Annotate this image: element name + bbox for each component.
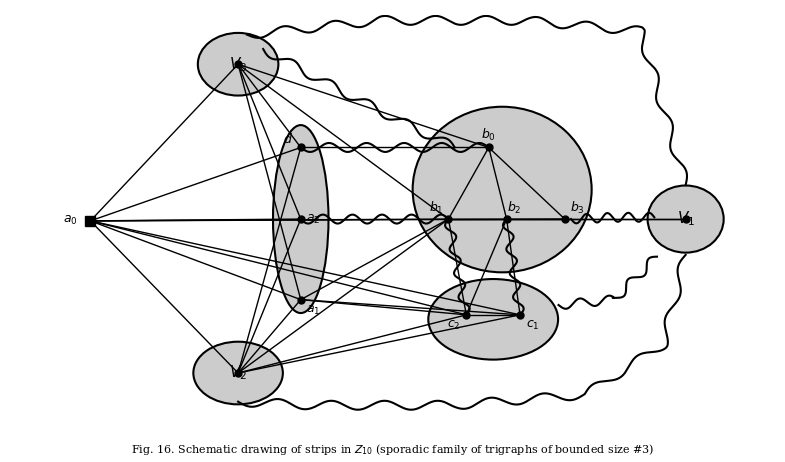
Text: $a_1$: $a_1$ — [306, 304, 320, 317]
Text: $a_0$: $a_0$ — [64, 214, 78, 227]
Ellipse shape — [648, 186, 724, 253]
Ellipse shape — [193, 342, 283, 404]
Text: $c_1$: $c_1$ — [526, 319, 539, 332]
Text: $b_2$: $b_2$ — [506, 201, 521, 216]
Text: $d$: $d$ — [283, 132, 294, 146]
Ellipse shape — [198, 33, 279, 96]
Ellipse shape — [413, 107, 592, 272]
Text: $V_3$: $V_3$ — [229, 55, 247, 73]
Text: Fig. 16. Schematic drawing of strips in $Z_{10}$ (sporadic family of trigraphs o: Fig. 16. Schematic drawing of strips in … — [131, 443, 654, 457]
Text: $V_1$: $V_1$ — [677, 210, 695, 228]
Ellipse shape — [273, 125, 328, 313]
Text: $b_1$: $b_1$ — [429, 201, 444, 216]
Text: $a_2$: $a_2$ — [306, 213, 320, 225]
Text: $b_0$: $b_0$ — [481, 127, 496, 143]
Ellipse shape — [429, 279, 558, 359]
Text: $b_3$: $b_3$ — [570, 201, 585, 216]
Text: $c_2$: $c_2$ — [447, 319, 461, 332]
Text: $V_2$: $V_2$ — [229, 364, 247, 383]
